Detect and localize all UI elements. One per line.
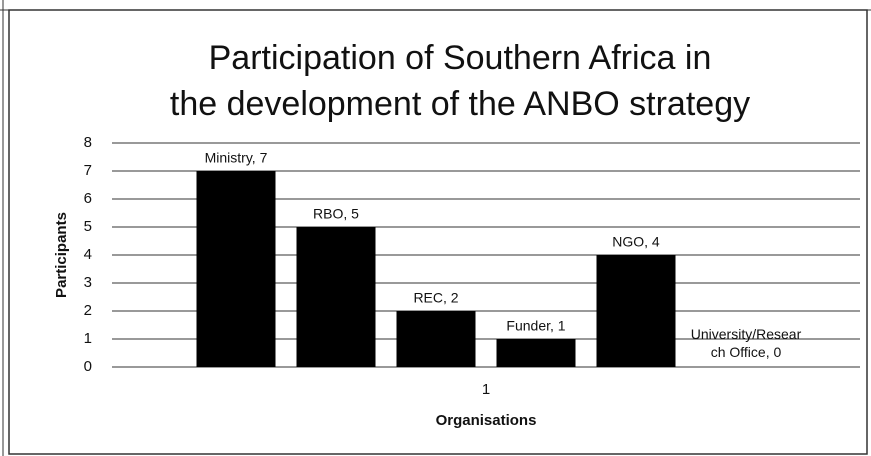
data-label: Funder, 1 bbox=[506, 318, 565, 334]
y-tick-label: 4 bbox=[84, 246, 92, 263]
y-tick-label: 5 bbox=[84, 218, 92, 235]
x-axis-label: Organisations bbox=[436, 412, 537, 429]
data-label: NGO, 4 bbox=[612, 234, 660, 250]
y-tick-label: 2 bbox=[84, 302, 92, 319]
y-tick-label: 7 bbox=[84, 162, 92, 179]
bar bbox=[196, 171, 276, 367]
data-label: RBO, 5 bbox=[313, 206, 359, 222]
y-axis-label: Participants bbox=[53, 212, 70, 298]
y-tick-label: 6 bbox=[84, 190, 92, 207]
bar bbox=[296, 227, 376, 367]
bar bbox=[396, 311, 476, 367]
y-tick-label: 0 bbox=[84, 358, 92, 375]
chart-title: Participation of Southern Africa in the d… bbox=[170, 39, 750, 123]
bar bbox=[596, 255, 676, 367]
bar bbox=[496, 339, 576, 367]
data-label: Ministry, 7 bbox=[205, 150, 268, 166]
y-tick-label: 8 bbox=[84, 134, 92, 151]
y-tick-label: 1 bbox=[84, 330, 92, 347]
x-tick-label: 1 bbox=[482, 381, 490, 398]
y-tick-label: 3 bbox=[84, 274, 92, 291]
data-label: REC, 2 bbox=[413, 290, 458, 306]
data-label: University/Resear ch Office, 0 bbox=[691, 326, 802, 360]
